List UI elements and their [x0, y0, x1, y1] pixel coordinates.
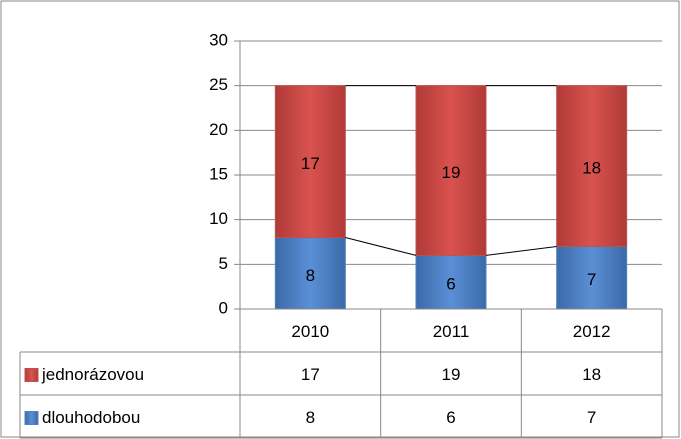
- data-label: 8: [306, 266, 315, 285]
- y-tick-label: 30: [209, 30, 228, 49]
- series-line: [485, 245, 557, 256]
- table-value: 7: [587, 408, 596, 427]
- table-value: 6: [446, 408, 455, 427]
- bar-segment: [274, 85, 346, 239]
- legend-label: jednorázovou: [41, 365, 144, 384]
- data-label: 6: [446, 275, 455, 294]
- series-line: [345, 237, 417, 256]
- table-value: 8: [306, 408, 315, 427]
- bar-segment: [274, 237, 346, 310]
- y-tick-label: 0: [219, 298, 228, 317]
- x-tick-label: 2010: [291, 322, 329, 341]
- bar-segment: [556, 85, 628, 247]
- legend-key: [24, 368, 39, 382]
- legend-label: dlouhodobou: [42, 408, 140, 427]
- x-tick-label: 2011: [433, 322, 470, 341]
- data-label: 17: [301, 154, 320, 173]
- table-value: 17: [301, 365, 320, 384]
- y-tick-label: 15: [209, 164, 228, 183]
- table-value: 19: [442, 365, 461, 384]
- bar-segment: [415, 85, 487, 256]
- bar-segment: [415, 254, 487, 310]
- y-tick-label: 25: [209, 75, 228, 94]
- x-tick-label: 2012: [573, 322, 611, 341]
- legend-key: [24, 411, 39, 425]
- y-tick-label: 10: [209, 209, 228, 228]
- data-label: 7: [587, 270, 596, 289]
- y-tick-label: 20: [209, 120, 228, 139]
- data-label: 19: [442, 163, 461, 182]
- table-value: 18: [582, 365, 601, 384]
- y-tick-label: 5: [219, 254, 228, 273]
- data-label: 18: [582, 159, 601, 178]
